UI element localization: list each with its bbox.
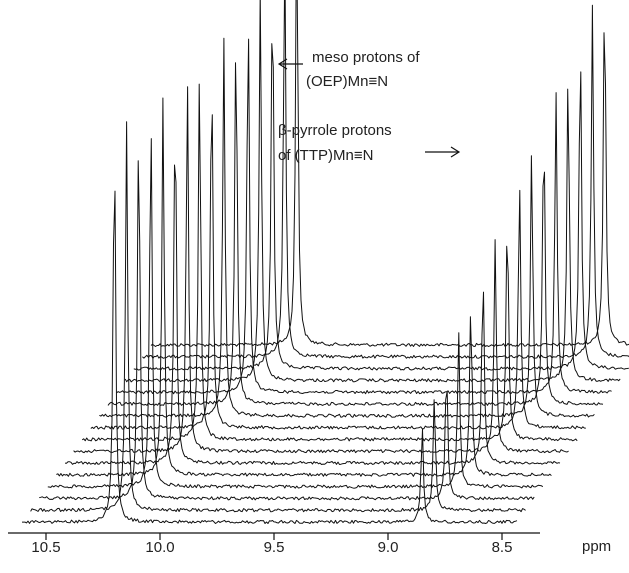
spectrum-trace bbox=[64, 164, 561, 465]
spectrum-trace bbox=[107, 62, 604, 406]
x-tick-label: 8.5 bbox=[492, 539, 513, 556]
annotation-meso-line1: meso protons of bbox=[312, 49, 420, 66]
x-axis-ticks: 10.5 10.0 9.5 9.0 8.5 bbox=[31, 533, 512, 556]
spectrum-trace bbox=[39, 160, 535, 501]
spectrum-trace bbox=[99, 37, 595, 418]
x-axis-label: ppm bbox=[582, 538, 611, 555]
spectrum-trace bbox=[90, 114, 586, 430]
spectrum-trace bbox=[142, 0, 629, 359]
x-tick-label: 10.5 bbox=[31, 539, 60, 556]
spectrum-trace bbox=[56, 97, 552, 477]
annotation-beta-line1: β-pyrrole protons bbox=[278, 122, 392, 139]
arrow-right-icon bbox=[450, 146, 461, 158]
spectrum-trace bbox=[81, 83, 578, 442]
spectra-traces bbox=[22, 0, 629, 524]
spectrum-trace bbox=[30, 121, 526, 513]
spectrum-trace bbox=[133, 43, 629, 371]
x-tick-label: 9.5 bbox=[264, 539, 285, 556]
x-tick-label: 9.0 bbox=[378, 539, 399, 556]
arrow-left-icon bbox=[277, 58, 288, 70]
annotation-beta-line2: of (TTP)Mn≡N bbox=[278, 147, 373, 164]
spectrum-trace bbox=[73, 86, 569, 454]
annotation-beta-pyrrole: β-pyrrole protons of (TTP)Mn≡N bbox=[278, 122, 461, 164]
x-tick-label: 10.0 bbox=[145, 539, 174, 556]
annotation-meso-line2: (OEP)Mn≡N bbox=[306, 73, 388, 90]
spectrum-trace bbox=[116, 38, 612, 395]
spectrum-trace bbox=[22, 190, 518, 524]
spectrum-trace bbox=[47, 138, 544, 489]
annotation-meso: meso protons of (OEP)Mn≡N bbox=[277, 49, 420, 90]
